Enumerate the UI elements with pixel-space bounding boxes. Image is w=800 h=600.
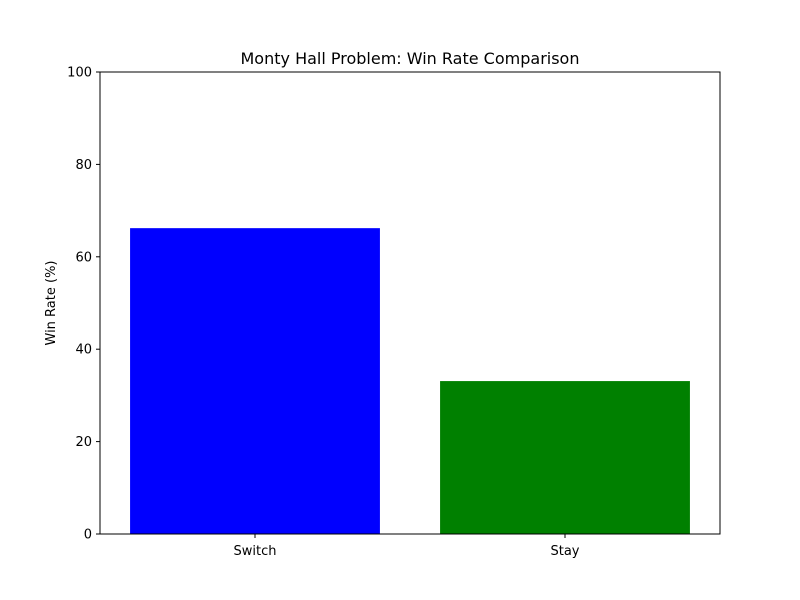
y-tick-label: 0: [84, 528, 92, 543]
y-tick-label: 100: [67, 66, 92, 81]
y-tick-label: 80: [75, 158, 92, 173]
y-axis-ticks: 0 20 40 60 80 100: [67, 66, 100, 543]
x-tick-label: Stay: [550, 544, 579, 559]
x-axis-ticks: Switch Stay: [234, 534, 580, 559]
y-tick-label: 60: [75, 250, 92, 265]
y-tick-label: 40: [75, 343, 92, 358]
chart-title: Monty Hall Problem: Win Rate Comparison: [241, 49, 580, 68]
bar-stay: [440, 381, 690, 534]
y-tick-label: 20: [75, 435, 92, 450]
y-axis-label: Win Rate (%): [44, 261, 59, 346]
x-tick-label: Switch: [234, 544, 277, 559]
plot-frame: [99, 71, 721, 535]
bar-group: [130, 228, 690, 534]
bar-switch: [130, 228, 380, 534]
